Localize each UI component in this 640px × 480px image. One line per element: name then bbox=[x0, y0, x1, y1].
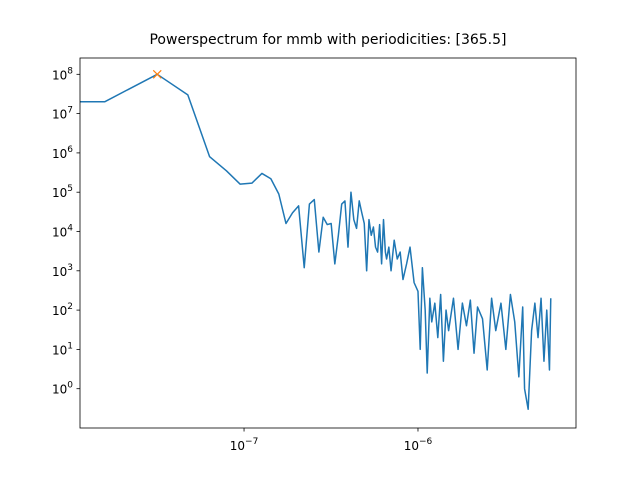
spectrum-line bbox=[80, 73, 552, 410]
y-tick-label: 100 bbox=[52, 381, 73, 397]
y-tick-label: 102 bbox=[52, 302, 73, 318]
y-tick-label: 101 bbox=[52, 341, 73, 357]
y-tick-label: 106 bbox=[52, 145, 73, 161]
chart-title: Powerspectrum for mmb with periodicities… bbox=[149, 32, 506, 48]
y-tick-label: 108 bbox=[52, 66, 73, 82]
y-tick-label: 103 bbox=[52, 263, 73, 279]
x-tick-label: 10−6 bbox=[404, 437, 433, 453]
peak-marker bbox=[152, 69, 162, 79]
x-tick-label: 10−7 bbox=[230, 437, 259, 453]
plot-frame bbox=[79, 57, 577, 429]
y-tick-label: 104 bbox=[52, 224, 73, 240]
y-tick-label: 105 bbox=[52, 184, 73, 200]
y-tick-label: 107 bbox=[52, 106, 73, 122]
